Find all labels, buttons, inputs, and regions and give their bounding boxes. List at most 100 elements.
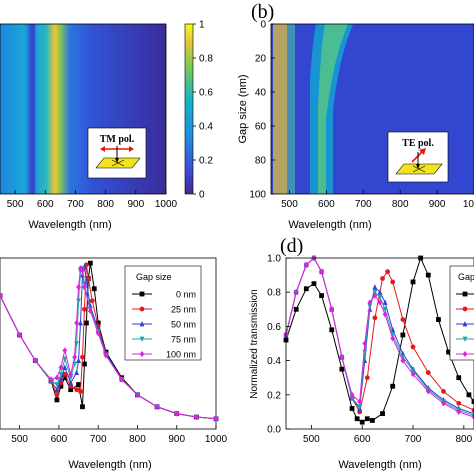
panel-c-series-4-point: [54, 374, 60, 381]
panel-c-series-3-point: [76, 298, 81, 304]
panel-d-legend-marker: [462, 351, 468, 357]
panel-b-y-tick-label: 20: [255, 54, 267, 65]
panel-c-series-4-point: [82, 284, 87, 291]
panel-c-series-4-point: [193, 414, 199, 421]
panel-d-series-4-point: [377, 299, 383, 306]
panel-d-series-1-point: [385, 269, 391, 275]
panel-d-series-3-point: [357, 404, 363, 410]
panel-c-series-0-point: [76, 382, 81, 387]
panel-d-series-4-point: [349, 391, 355, 398]
panel-d-series-0-point: [319, 293, 324, 299]
panel-b: (b) 500 600 700 800 900 1000 0 20 40 60 80 100 Wav…: [237, 1, 474, 231]
panel-d-series-4-point: [382, 311, 388, 318]
panel-d-legend-marker: [462, 291, 468, 297]
panel-b-heatmap-edge-band: [273, 24, 287, 194]
panel-d-series-1-point: [425, 370, 431, 375]
panel-b-x-ticks: 500 600 700 800 900 1000: [281, 190, 474, 210]
panel-c-series-0-point: [68, 387, 74, 393]
panel-c-legend-marker: [139, 306, 145, 312]
panel-d-series-0-point: [364, 416, 370, 422]
panel-d-series-0-point: [311, 281, 317, 287]
panel-c-series-4-point: [213, 415, 219, 422]
panel-c-series-4-point: [154, 403, 160, 410]
panel-a-x-tick-label: 1000: [155, 199, 178, 210]
panel-a-heatmap-band: [30, 24, 35, 194]
inset-b-k-arrow-head-icon: [416, 164, 420, 169]
panel-c-legend-marker: [139, 291, 145, 297]
panel-b-letter: (b): [251, 1, 274, 23]
panel-d-legend-title: Gap: [458, 272, 474, 282]
panel-d-series-2-point: [377, 289, 383, 295]
panel-d-series-1-line: [285, 257, 474, 414]
panel-d-series-1-point: [364, 375, 370, 381]
panel-c-series-4-point: [32, 357, 38, 364]
panel-c-series-0-point: [84, 320, 89, 326]
panel-d-series-0-point: [293, 306, 299, 312]
panel-d-xlabel: Wavelength (nm): [338, 459, 421, 471]
colorbar-tick-label: 1: [199, 20, 205, 31]
panel-c-legend-label: 0 nm: [176, 290, 196, 300]
panel-d-letter: (d): [280, 235, 303, 257]
panel-c-series-2-point: [74, 369, 79, 375]
panel-a-x-tick-label: 900: [127, 199, 144, 210]
panel-c-series-4-point: [74, 319, 79, 326]
colorbar-tick-label: 0.4: [199, 122, 213, 133]
panel-d-series-4-point: [456, 408, 462, 415]
inset-b-bowtie-icon: [412, 165, 426, 173]
panel-d-series-0-point: [425, 272, 431, 278]
panel-a: 500 600 700 800 900 1000 Wavelength (nm) TM p…: [0, 20, 213, 231]
panel-d-y-tick-label: 0.8: [267, 288, 281, 299]
panel-d-series-3-point: [362, 349, 368, 356]
panel-d-series-0-point: [303, 286, 309, 292]
colorbar-tick-label: 0.6: [199, 88, 213, 99]
panel-c-series-4-point: [87, 308, 93, 315]
panel-d-series-0-point: [471, 399, 474, 405]
panel-d-y-ticks: 0.0 0.2 0.4 0.6 0.8 1.0: [267, 254, 290, 436]
panel-c-frame: [0, 257, 217, 430]
panel-c-legend-title: Gap size: [136, 272, 172, 282]
panel-d-series-4-point: [367, 299, 373, 306]
panel-d-y-tick-label: 0.4: [267, 356, 281, 367]
panel-d-series-3-point: [400, 354, 406, 361]
panel-d-series-2-point: [372, 284, 378, 290]
panel-c-series-4-point: [103, 352, 109, 359]
panel-d-y-tick-label: 0.0: [267, 425, 281, 436]
panel-d-series-1-point: [441, 388, 446, 394]
panel-c-series-4-point: [17, 331, 23, 338]
panel-c-series-0-point: [91, 286, 97, 292]
panel-c-series-4-point: [174, 410, 180, 417]
panel-d-series-1-point: [390, 279, 396, 285]
panel-c-series-3-point: [54, 382, 60, 388]
panel-c-xlabel: Wavelength (nm): [68, 459, 151, 471]
panel-d-legend-items: [456, 291, 474, 357]
panel-b-x-tick-label: 700: [355, 199, 372, 210]
panel-c-series-1-point: [54, 392, 60, 398]
panel-a-frame: [0, 23, 167, 195]
panel-c-legend-marker: [139, 336, 145, 342]
panel-b-y-tick-label: 40: [255, 88, 267, 99]
panel-d-y-tick-label: 0.6: [267, 322, 281, 333]
panel-c-series: [0, 260, 219, 422]
panel-d-ylabel: Normalized transmission: [249, 289, 260, 398]
inset-b-arrow-head-icon: [419, 148, 426, 155]
panel-a-x-tick-label: 700: [67, 199, 84, 210]
inset-b-label: TE pol.: [402, 138, 434, 149]
panel-c-series-4-point: [62, 347, 68, 354]
panel-d-series-0-point: [329, 327, 335, 333]
panel-d-series-0-point: [400, 332, 406, 338]
panel-d-x-tick-label: 600: [354, 434, 371, 445]
panel-c-legend-label: 100 nm: [166, 350, 196, 360]
panel-a-x-tick-label: 500: [7, 199, 24, 210]
panel-d-series: [283, 255, 474, 425]
panel-b-y-tick-label: 80: [255, 156, 267, 167]
panel-d-series-4-point: [339, 354, 345, 361]
panel-c-legend-marker: [139, 351, 145, 357]
panel-b-x-tick-label: 900: [429, 199, 446, 210]
colorbar-tick-label: 0: [199, 190, 205, 201]
panel-b-xlabel: Wavelength (nm): [288, 219, 371, 231]
panel-c-series-4-point: [76, 284, 81, 291]
panel-d-series-1-point: [456, 400, 462, 406]
inset-a-k-arrow-head-icon: [115, 158, 119, 163]
panel-c-series-0-point: [87, 260, 93, 266]
panel-d-series-3-point: [410, 368, 416, 374]
